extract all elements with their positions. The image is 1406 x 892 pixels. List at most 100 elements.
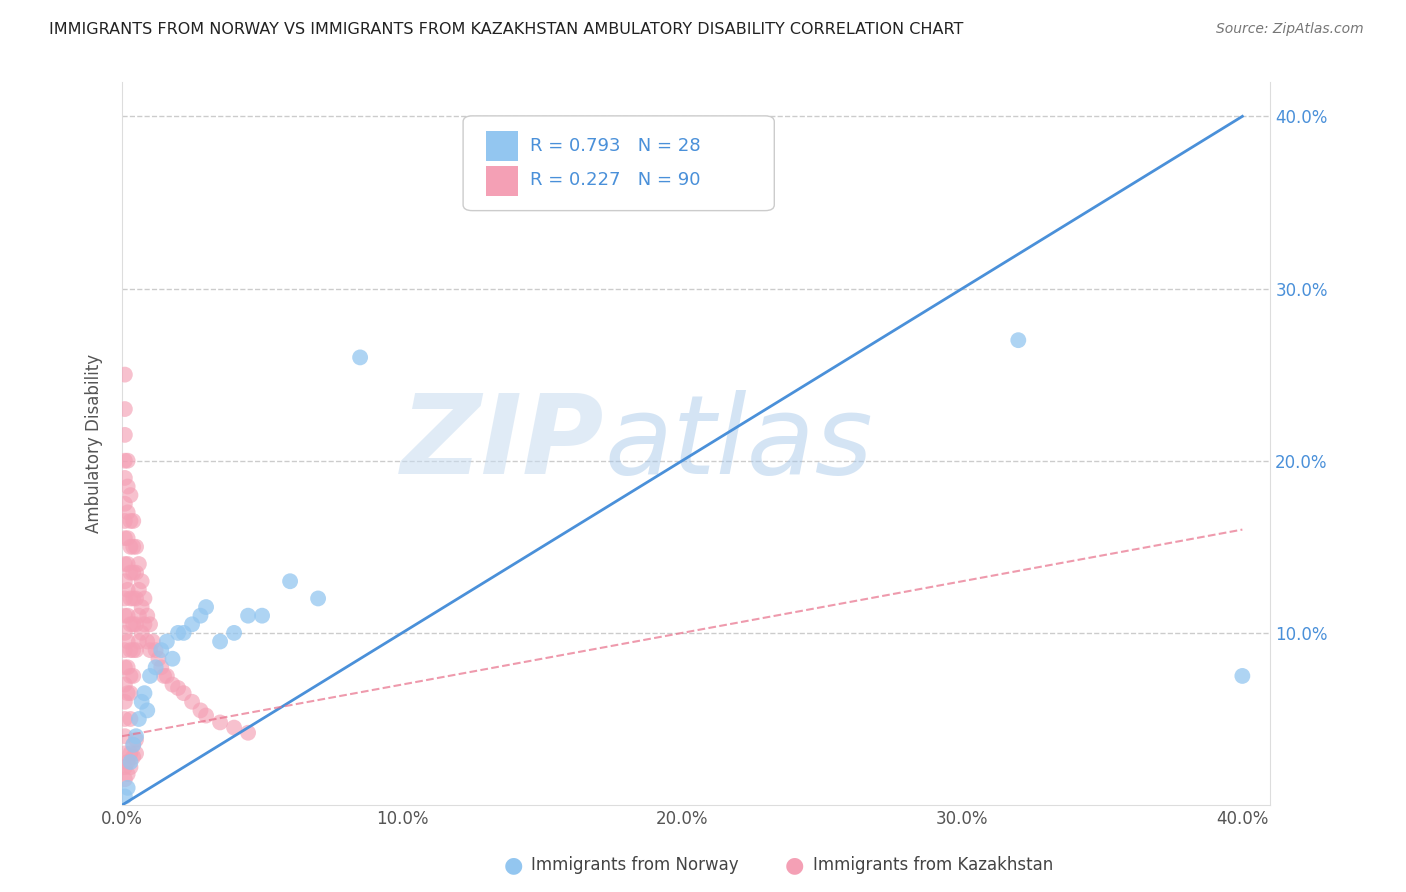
Point — [209, 715, 232, 730]
Point — [117, 660, 139, 674]
Bar — [486, 131, 519, 161]
Text: Source: ZipAtlas.com: Source: ZipAtlas.com — [1216, 22, 1364, 37]
Point — [114, 772, 136, 787]
Point — [120, 566, 142, 580]
Point — [122, 669, 145, 683]
Point — [122, 514, 145, 528]
Point — [162, 677, 184, 691]
Point — [128, 582, 150, 597]
Point — [349, 351, 371, 365]
Point — [150, 643, 173, 657]
Point — [125, 540, 148, 554]
Point — [114, 453, 136, 467]
Point — [114, 660, 136, 674]
Point — [117, 686, 139, 700]
Point — [162, 651, 184, 665]
Point — [136, 703, 159, 717]
Point — [139, 643, 162, 657]
Point — [114, 557, 136, 571]
Point — [120, 617, 142, 632]
Point — [209, 634, 232, 648]
Point — [150, 660, 173, 674]
Point — [131, 600, 153, 615]
Point — [134, 591, 156, 606]
Point — [114, 368, 136, 382]
Point — [114, 608, 136, 623]
Point — [114, 677, 136, 691]
Point — [122, 591, 145, 606]
Point — [181, 695, 204, 709]
Point — [156, 669, 179, 683]
Bar — [486, 166, 519, 196]
Point — [114, 428, 136, 442]
Text: ●: ● — [785, 855, 804, 875]
FancyBboxPatch shape — [463, 116, 775, 211]
Point — [125, 643, 148, 657]
Point — [125, 747, 148, 761]
Point — [122, 540, 145, 554]
Point — [136, 608, 159, 623]
Point — [117, 780, 139, 795]
Text: atlas: atlas — [605, 390, 873, 497]
Y-axis label: Ambulatory Disability: Ambulatory Disability — [86, 354, 103, 533]
Point — [117, 582, 139, 597]
Point — [148, 651, 170, 665]
Point — [128, 608, 150, 623]
Point — [125, 566, 148, 580]
Text: ZIP: ZIP — [401, 390, 605, 497]
Point — [117, 531, 139, 545]
Point — [139, 669, 162, 683]
Point — [195, 708, 218, 723]
Point — [136, 634, 159, 648]
Point — [167, 626, 190, 640]
Text: ●: ● — [503, 855, 523, 875]
Point — [114, 626, 136, 640]
Point — [307, 591, 329, 606]
Text: Immigrants from Norway: Immigrants from Norway — [531, 856, 740, 874]
Point — [190, 703, 212, 717]
Point — [222, 626, 245, 640]
Point — [120, 755, 142, 769]
Point — [120, 712, 142, 726]
Point — [117, 755, 139, 769]
Point — [128, 557, 150, 571]
Point — [131, 626, 153, 640]
Text: R = 0.227   N = 90: R = 0.227 N = 90 — [530, 170, 700, 188]
Point — [134, 617, 156, 632]
Point — [122, 566, 145, 580]
Point — [125, 617, 148, 632]
Point — [114, 402, 136, 417]
Point — [190, 608, 212, 623]
Point — [125, 591, 148, 606]
Point — [117, 557, 139, 571]
Point — [236, 725, 259, 739]
Point — [114, 497, 136, 511]
Point — [156, 634, 179, 648]
Point — [120, 540, 142, 554]
Point — [117, 453, 139, 467]
Point — [120, 591, 142, 606]
Point — [145, 660, 167, 674]
Point — [153, 669, 176, 683]
Point — [173, 686, 195, 700]
Point — [114, 514, 136, 528]
Point — [120, 747, 142, 761]
Point — [114, 591, 136, 606]
Point — [122, 643, 145, 657]
Text: R = 0.793   N = 28: R = 0.793 N = 28 — [530, 136, 700, 154]
Point — [122, 738, 145, 752]
Point — [278, 574, 301, 589]
Point — [114, 531, 136, 545]
Point — [167, 681, 190, 695]
Point — [1232, 669, 1254, 683]
Point — [117, 479, 139, 493]
Point — [117, 608, 139, 623]
Point — [114, 574, 136, 589]
Point — [131, 695, 153, 709]
Point — [250, 608, 273, 623]
Text: IMMIGRANTS FROM NORWAY VS IMMIGRANTS FROM KAZAKHSTAN AMBULATORY DISABILITY CORRE: IMMIGRANTS FROM NORWAY VS IMMIGRANTS FRO… — [49, 22, 963, 37]
Point — [120, 686, 142, 700]
Point — [114, 643, 136, 657]
Point — [181, 617, 204, 632]
Point — [122, 738, 145, 752]
